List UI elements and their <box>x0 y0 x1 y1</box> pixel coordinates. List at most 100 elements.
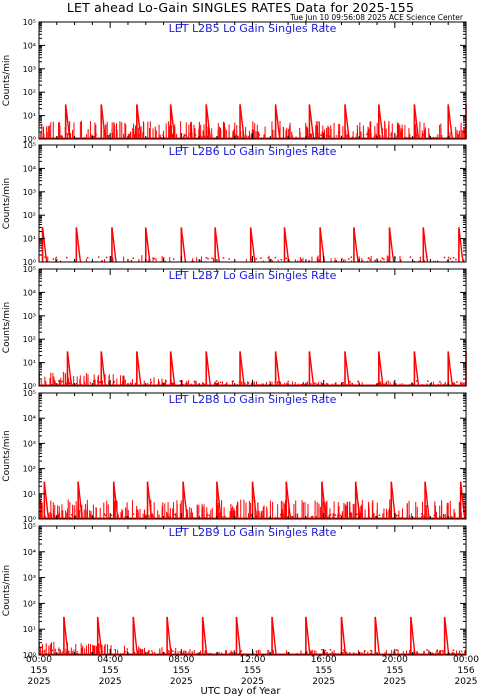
noise-point <box>450 516 453 518</box>
spike <box>239 104 245 140</box>
noise-point <box>334 260 337 263</box>
noise-point <box>203 383 205 386</box>
noise-point <box>44 652 46 654</box>
x-tick-day: 156 <box>457 666 474 676</box>
y-tick-label: 10⁴ <box>23 548 36 557</box>
y-axis-label: Counts/min <box>2 430 12 481</box>
spike-decay <box>239 351 245 387</box>
y-tick-label: 10² <box>23 88 36 97</box>
y-axis-label: Counts/min <box>2 55 12 106</box>
spike <box>214 227 221 263</box>
noise-point <box>186 136 189 139</box>
noise-point <box>165 380 167 383</box>
x-tick-day: 155 <box>386 666 403 676</box>
noise-point <box>436 650 438 652</box>
noise-point <box>248 135 250 138</box>
noise-point <box>148 650 150 653</box>
noise-point <box>321 383 323 385</box>
spike-decay <box>41 227 48 263</box>
noise-point <box>335 135 338 137</box>
noise-point <box>423 260 425 262</box>
noise-point <box>443 256 446 259</box>
noise-point <box>395 515 398 517</box>
noise-point <box>441 650 443 652</box>
panel-title: LET L2B5 Lo Gain Singles Rate <box>169 22 337 35</box>
x-tick-time: 20:00 <box>382 655 408 665</box>
noise-point <box>357 380 359 383</box>
spike-decay <box>180 227 187 263</box>
noise-point <box>460 383 462 385</box>
noise-point <box>260 516 263 518</box>
spike-decay <box>340 616 347 656</box>
noise-point <box>122 381 124 384</box>
y-tick-label: 10³ <box>23 439 36 448</box>
y-tick-label: 10³ <box>23 574 36 583</box>
noise-point <box>222 257 225 259</box>
noise-point <box>207 257 209 260</box>
spike <box>112 481 119 520</box>
noise-point <box>68 650 70 653</box>
spike-decay <box>444 616 450 656</box>
spike <box>424 481 430 520</box>
noise-point <box>42 135 45 138</box>
noise-point <box>329 649 332 651</box>
spike-decay <box>378 104 384 140</box>
noise-point <box>351 382 353 385</box>
spike <box>136 104 142 140</box>
noise-point <box>383 258 385 260</box>
panel-1: 10⁰ 10¹ 10² 10³ 10⁴ 10⁵ Counts/min LET L2B5 Lo … <box>2 18 467 144</box>
spike <box>239 351 245 387</box>
noise-point <box>93 380 95 383</box>
spike-decay <box>146 481 153 520</box>
noise-point <box>460 650 463 653</box>
noise-point <box>254 516 257 519</box>
noise-point <box>98 651 101 653</box>
noise-point <box>423 516 425 518</box>
spike <box>447 104 454 140</box>
noise-point <box>148 515 150 517</box>
noise-point <box>230 652 233 655</box>
spike <box>100 104 107 140</box>
spike-decay <box>388 227 395 263</box>
spike <box>205 351 212 387</box>
noise-point <box>328 135 331 138</box>
noise-point <box>185 134 187 136</box>
noise-point <box>219 381 222 384</box>
noise-point <box>93 135 95 138</box>
spike <box>459 481 466 520</box>
noise-point <box>106 135 109 137</box>
spike-decay <box>305 616 311 656</box>
spike-decay <box>413 104 420 140</box>
noise-point <box>297 260 299 263</box>
noise-point <box>464 136 466 139</box>
y-tick-label: 10¹ <box>23 112 36 121</box>
noise-point <box>110 514 113 517</box>
x-axis-title: UTC Day of Year <box>200 686 281 697</box>
y-tick-label: 10³ <box>23 65 36 74</box>
noise-point <box>172 258 175 260</box>
noise-point <box>95 133 97 136</box>
spike <box>354 481 361 520</box>
spike-decay <box>283 227 290 263</box>
spike-decay <box>77 481 84 520</box>
spike <box>305 616 311 656</box>
x-tick-day: 155 <box>102 666 119 676</box>
spike <box>216 481 222 520</box>
spike-decay <box>145 227 151 263</box>
noise-point <box>43 650 45 653</box>
x-tick-year: 2025 <box>99 677 122 687</box>
spike-decay <box>344 351 350 387</box>
spike-decay <box>447 104 454 140</box>
panel-title: LET L2B8 Lo Gain Singles Rate <box>169 393 337 406</box>
spike <box>413 104 420 140</box>
noise-point <box>231 513 234 516</box>
noise-point <box>255 650 258 653</box>
spike <box>144 227 151 263</box>
noise-point <box>422 514 424 517</box>
noise-point <box>270 258 272 261</box>
noise-point <box>324 649 326 652</box>
noise-point <box>52 258 55 260</box>
noise-point <box>184 134 186 137</box>
